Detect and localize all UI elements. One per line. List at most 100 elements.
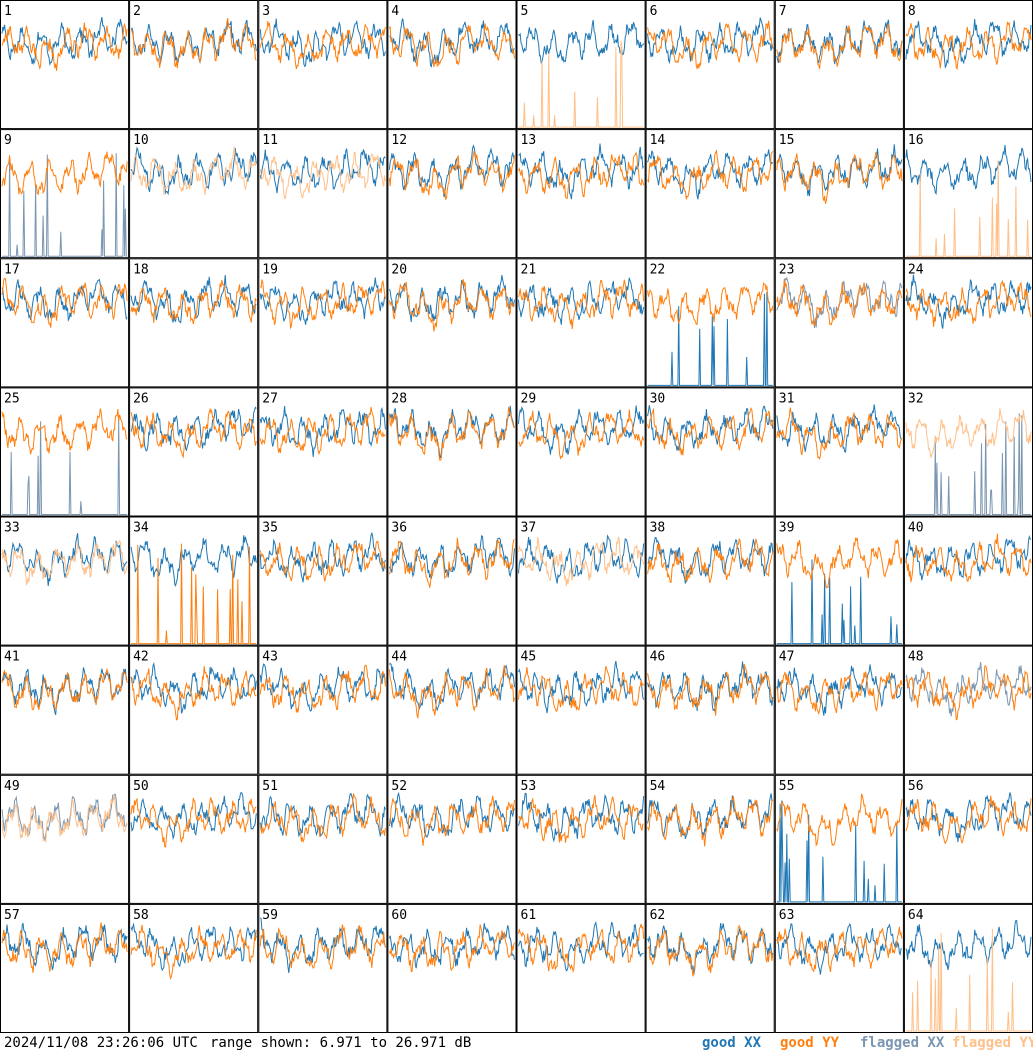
panel-label: 34 [133, 521, 149, 536]
series-yy-line [1, 922, 128, 973]
series-xx-line [388, 275, 515, 322]
series-yy-line [130, 797, 257, 848]
panel-label: 29 [521, 391, 537, 406]
panel-frame [129, 0, 259, 130]
panel-label: 22 [650, 262, 666, 277]
panel-label: 53 [521, 779, 537, 794]
series-yy-line [388, 795, 515, 846]
panel-40: 40 [903, 516, 1033, 646]
panel-label: 57 [4, 908, 20, 923]
panel-frame [258, 774, 388, 904]
panel-label: 31 [779, 391, 795, 406]
series-yy-line [388, 537, 515, 588]
panel-13: 13 [516, 129, 646, 259]
panel-36: 36 [387, 516, 517, 646]
panel-56: 56 [903, 774, 1033, 904]
series-xx-line [388, 534, 515, 579]
panel-label: 1 [4, 4, 12, 19]
series-yy-line [647, 924, 774, 977]
panel-label: 6 [650, 4, 658, 19]
panel-frame [258, 645, 388, 775]
panel-9: 9 [0, 129, 130, 259]
series-yy-line [1, 668, 128, 711]
panel-frame [129, 387, 259, 517]
series-yy-line [518, 536, 645, 587]
series-xx-line [518, 534, 645, 584]
panel-18: 18 [129, 258, 259, 388]
series-yy-line [259, 924, 386, 970]
series-yy-line [518, 279, 645, 330]
panel-46: 46 [645, 645, 775, 775]
series-yy-line [1, 22, 128, 71]
panel-frame [258, 516, 388, 646]
panel-label: 19 [262, 262, 278, 277]
panel-frame [774, 387, 904, 517]
series-yy-line [905, 928, 1031, 1032]
panel-label: 44 [391, 650, 407, 665]
series-xx-line [518, 277, 645, 325]
series-yy-line [905, 160, 1031, 257]
panel-label: 47 [779, 650, 795, 665]
series-xx-line [1, 922, 128, 971]
panel-47: 47 [774, 645, 904, 775]
series-xx-line [905, 144, 1032, 195]
panel-20: 20 [387, 258, 517, 388]
series-yy-line [518, 409, 645, 460]
footer-bar: 2024/11/08 23:26:06 UTC range shown: 6.9… [0, 1033, 1033, 1053]
panel-label: 38 [650, 521, 666, 536]
series-yy-line [905, 279, 1032, 327]
panel-label: 35 [262, 521, 278, 536]
panel-frame [0, 0, 130, 130]
panel-19: 19 [258, 258, 388, 388]
series-xx-line [259, 663, 386, 712]
panel-label: 27 [262, 391, 278, 406]
series-xx-line [518, 792, 645, 843]
series-yy-line [1, 408, 128, 455]
panel-5: 5 [516, 0, 646, 130]
panel-52: 52 [387, 774, 517, 904]
series-yy-line [131, 543, 257, 645]
panel-61: 61 [516, 903, 646, 1033]
panel-label: 62 [650, 908, 666, 923]
panel-frame [903, 129, 1033, 259]
series-xx-line [259, 147, 386, 194]
panel-label: 23 [779, 262, 795, 277]
series-yy-line [647, 149, 774, 200]
series-yy-line [647, 281, 774, 325]
panel-frame [387, 0, 517, 130]
panel-7: 7 [774, 0, 904, 130]
panel-38: 38 [645, 516, 775, 646]
legend-good-yy: good YY [780, 1035, 840, 1051]
series-xx-line [518, 143, 645, 200]
series-yy-line [388, 406, 515, 461]
series-xx-line [518, 660, 645, 714]
series-yy-line [647, 20, 774, 69]
series-yy-line [1, 539, 128, 587]
panel-label: 25 [4, 391, 20, 406]
panel-frame [0, 387, 130, 517]
panel-45: 45 [516, 645, 646, 775]
panel-35: 35 [258, 516, 388, 646]
panel-label: 60 [391, 908, 407, 923]
series-yy-line [518, 665, 645, 712]
panel-frame [645, 645, 775, 775]
panel-53: 53 [516, 774, 646, 904]
legend-good-xx: good XX [702, 1035, 762, 1051]
panel-label: 32 [908, 391, 924, 406]
panel-10: 10 [129, 129, 259, 259]
series-xx-line [905, 661, 1032, 717]
panel-label: 20 [391, 262, 407, 277]
panel-label: 51 [262, 779, 278, 794]
legend-flagged-xx: flagged XX [860, 1035, 945, 1051]
panel-label: 3 [262, 4, 270, 19]
series-yy-line [1, 151, 128, 196]
panel-label: 37 [521, 521, 537, 536]
series-yy-line [776, 926, 903, 973]
series-xx-line [259, 917, 386, 973]
series-yy-line [130, 407, 257, 459]
panel-label: 58 [133, 908, 149, 923]
panel-60: 60 [387, 903, 517, 1033]
panel-frame [387, 774, 517, 904]
series-xx-line [518, 921, 644, 972]
series-xx-line [388, 923, 515, 969]
